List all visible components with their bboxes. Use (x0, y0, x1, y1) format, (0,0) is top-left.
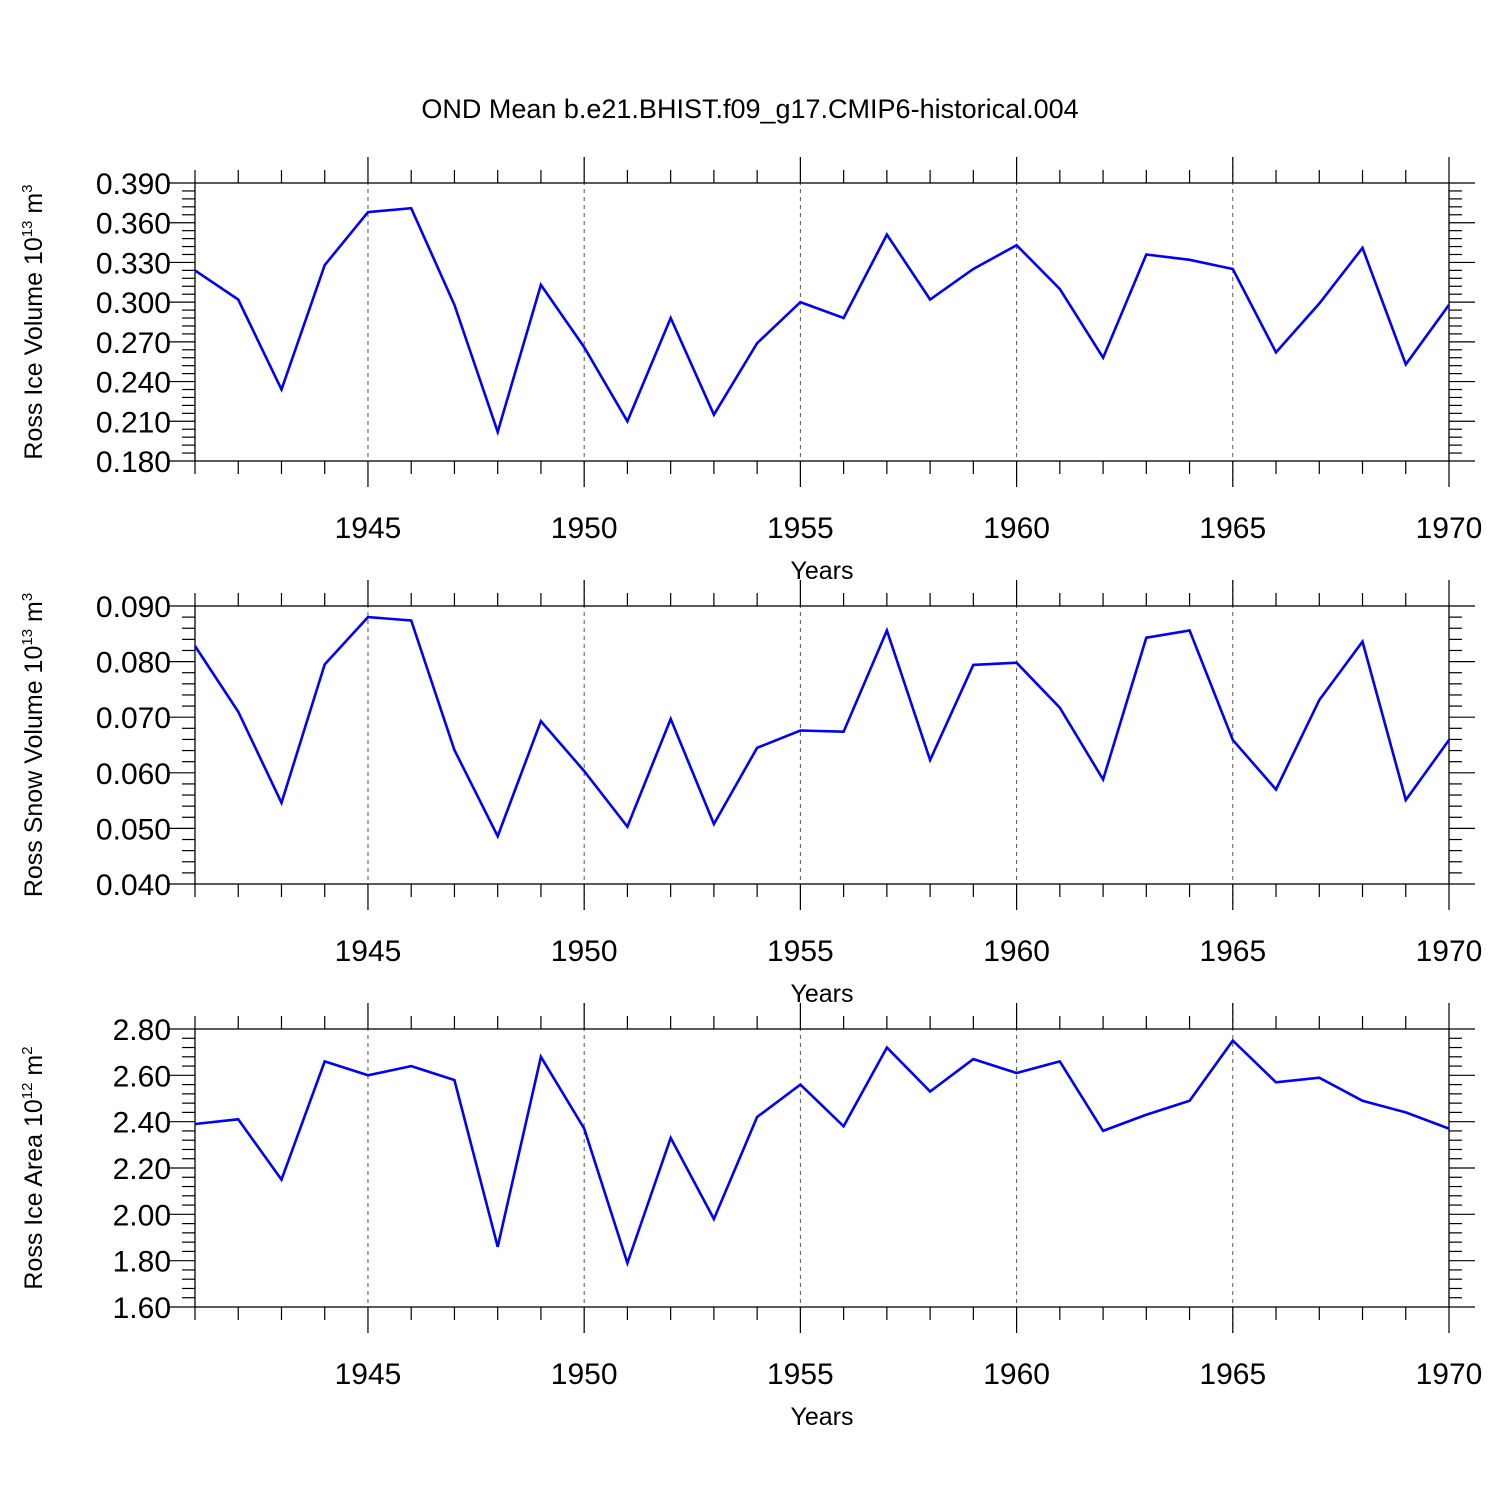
y-axis-title: Ross Snow Volume 1013 m3 (19, 593, 48, 897)
y-tick-label: 2.20 (113, 1153, 171, 1186)
y-tick-label: 0.270 (96, 327, 171, 360)
y-tick-label: 0.070 (96, 702, 171, 735)
x-tick-label: 1970 (1416, 1358, 1483, 1391)
x-tick-label: 1965 (1199, 935, 1266, 968)
x-tick-label: 1970 (1416, 512, 1483, 545)
x-tick-label: 1955 (767, 512, 834, 545)
y-tick-label: 2.80 (113, 1014, 171, 1047)
x-tick-label: 1945 (335, 512, 402, 545)
x-tick-label: 1945 (335, 1358, 402, 1391)
y-axis-title-unit-exponent: 3 (19, 184, 36, 192)
x-tick-label: 1965 (1199, 1358, 1266, 1391)
y-axis-title-unit-exponent: 3 (19, 593, 36, 601)
x-tick-label: 1950 (551, 512, 618, 545)
x-tick-label: 1970 (1416, 935, 1483, 968)
chart-panel-3: 1.60 1.80 2.00 2.20 2.40 2.60 2.80 1945 1950 1955… (19, 1003, 1482, 1431)
y-tick-label: 0.080 (96, 647, 171, 680)
chart-panel-2: 0.040 0.050 0.060 0.070 0.080 0.090 1945 1950 19… (19, 580, 1482, 1008)
y-axis-title: Ross Ice Area 1012 m2 (19, 1046, 48, 1289)
x-tick-label: 1960 (983, 935, 1050, 968)
y-tick-label: 0.180 (96, 446, 171, 479)
series-line (194, 1038, 1450, 1268)
y-axis-title-exponent: 13 (19, 221, 36, 238)
series-line (193, 615, 1451, 840)
y-tick-label: 0.360 (96, 208, 171, 241)
y-tick-label: 0.390 (96, 168, 171, 201)
y-axis-title-unit: m (20, 601, 48, 629)
y-tick-label: 0.050 (96, 813, 171, 846)
x-tick-label: 1960 (983, 512, 1050, 545)
y-axis-title-exponent: 12 (19, 1083, 36, 1100)
y-tick-label: 0.060 (96, 758, 171, 791)
y-tick-label: 2.40 (113, 1107, 171, 1140)
y-axis-title-text: Ross Ice Volume 10 (20, 237, 48, 459)
x-tick-label: 1955 (767, 935, 834, 968)
plot-frame (194, 605, 1450, 885)
chart-panel-1: 0.180 0.210 0.240 0.270 0.300 0.330 0.360 0.390… (19, 157, 1482, 585)
y-tick-label: 2.00 (113, 1199, 171, 1232)
y-axis-title-unit-exponent: 2 (19, 1046, 36, 1054)
y-tick-label: 0.240 (96, 367, 171, 400)
x-axis-title: Years (790, 1403, 853, 1431)
y-tick-label: 0.210 (96, 406, 171, 439)
y-tick-label: 1.80 (113, 1246, 171, 1279)
x-tick-label: 1965 (1199, 512, 1266, 545)
x-tick-label: 1955 (767, 1358, 834, 1391)
y-axis-title-unit: m (20, 1055, 48, 1083)
x-axis-title: Years (790, 557, 853, 585)
x-tick-label: 1960 (983, 1358, 1050, 1391)
y-tick-label: 1.60 (113, 1292, 171, 1325)
x-tick-label: 1950 (551, 1358, 618, 1391)
x-tick-label: 1945 (335, 935, 402, 968)
y-tick-label: 2.60 (113, 1060, 171, 1093)
chart-title: OND Mean b.e21.BHIST.f09_g17.CMIP6-histo… (421, 94, 1078, 124)
x-axis-title: Years (790, 980, 853, 1008)
y-tick-label: 0.090 (96, 591, 171, 624)
y-tick-label: 0.300 (96, 287, 171, 320)
y-tick-label: 0.330 (96, 247, 171, 280)
y-axis-title-text: Ross Ice Area 10 (20, 1099, 48, 1289)
plot-frame (194, 182, 1450, 462)
series-line (194, 206, 1451, 437)
plot-frame (194, 1028, 1450, 1308)
y-axis-title-unit: m (20, 193, 48, 221)
y-axis-title: Ross Ice Volume 1013 m3 (19, 184, 48, 459)
x-tick-label: 1950 (551, 935, 618, 968)
y-axis-title-text: Ross Snow Volume 10 (20, 646, 48, 898)
y-axis-title-exponent: 13 (19, 629, 36, 646)
y-tick-label: 0.040 (96, 869, 171, 902)
